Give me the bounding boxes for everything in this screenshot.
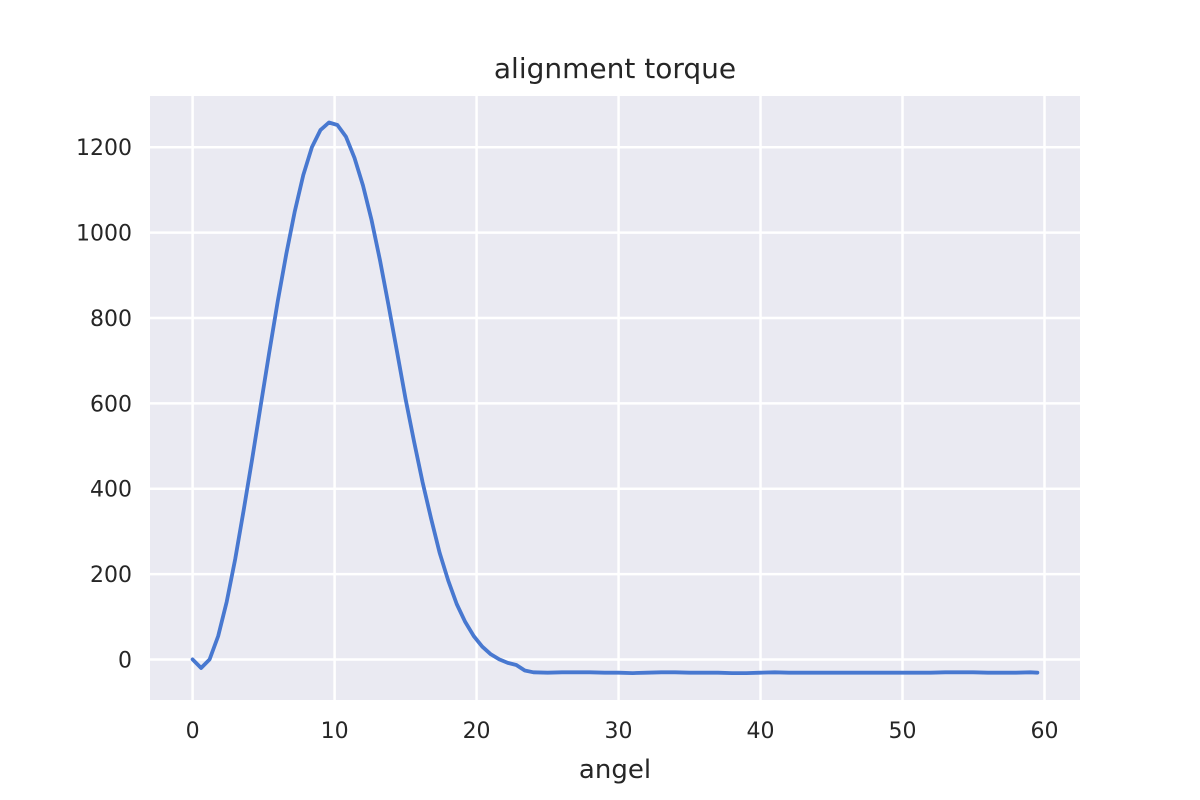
x-tick-label: 60 (1031, 719, 1059, 744)
x-tick-label: 50 (889, 719, 917, 744)
y-tick-label: 600 (90, 392, 132, 417)
series-group (190, 120, 1040, 675)
x-tick-label: 30 (605, 719, 633, 744)
x-tick-label: 40 (747, 719, 775, 744)
x-tick-label: 20 (463, 719, 491, 744)
y-gridlines (150, 145, 1080, 661)
x-tick-labels: 0 10 20 30 40 50 60 (186, 719, 1059, 744)
y-tick-label: 400 (90, 478, 132, 503)
y-tick-label: 0 (118, 648, 132, 673)
y-tick-label: 1000 (76, 222, 132, 247)
plot-background (150, 96, 1080, 700)
x-tick-label: 0 (186, 719, 200, 744)
series-line (190, 120, 1040, 675)
y-tick-label: 1200 (76, 136, 132, 161)
y-tick-label: 800 (90, 307, 132, 332)
x-tick-label: 10 (321, 719, 349, 744)
y-tick-label: 200 (90, 563, 132, 588)
y-tick-labels: 0 200 400 600 800 1000 1200 (76, 136, 132, 673)
x-axis-label: angel (579, 755, 651, 785)
chart-title: alignment torque (494, 52, 736, 85)
x-gridlines (191, 96, 1046, 700)
